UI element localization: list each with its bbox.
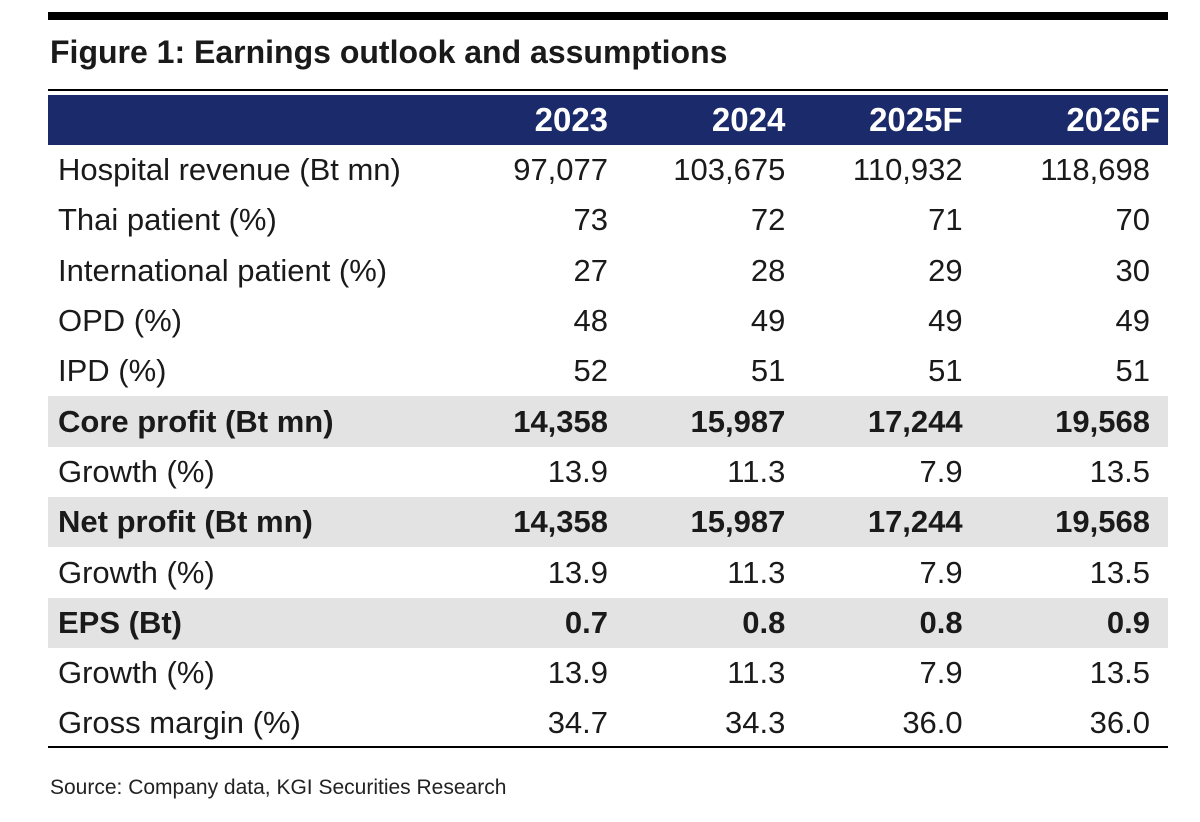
table-row: Net profit (Bt mn) 14,358 15,987 17,244 19,5… (48, 497, 1168, 548)
table-row: Hospital revenue (Bt mn) 97,077 103,675 110… (48, 145, 1168, 195)
table-header-row: 2023 2024 2025F 2026F (48, 95, 1168, 145)
row-label: Thai patient (%) (58, 202, 277, 238)
row-value-2023: 97,077 (513, 152, 609, 188)
source-note: Source: Company data, KGI Securities Res… (50, 776, 507, 799)
table-row: International patient (%) 27 28 29 30 (48, 246, 1168, 296)
row-value-2024: 11.3 (727, 554, 786, 590)
row-label: IPD (%) (58, 353, 167, 389)
row-value-2025f: 17,244 (813, 396, 991, 447)
row-value-2024: 103,675 (673, 152, 786, 188)
row-value-2024: 34.3 (725, 705, 786, 741)
row-value-2025f: 17,244 (813, 497, 991, 548)
row-value-2023: 27 (573, 252, 609, 288)
row-value-2026f: 19,568 (990, 396, 1168, 447)
bottom-rule (48, 746, 1168, 748)
row-value-2024: 11.3 (727, 453, 786, 489)
row-value-2024: 49 (750, 303, 786, 339)
row-value-2023: 0.7 (458, 597, 637, 648)
top-rule (48, 12, 1168, 20)
row-value-2024: 15,987 (636, 497, 814, 548)
header-year-2024: 2024 (636, 95, 814, 145)
table-body: Hospital revenue (Bt mn) 97,077 103,675 110… (48, 145, 1168, 749)
row-value-2025f: 29 (928, 252, 963, 288)
earnings-table: 2023 2024 2025F 2026F Hospital revenue (… (48, 95, 1168, 749)
row-value-2025f: 0.8 (813, 597, 991, 648)
table-row: Growth (%) 13.9 11.3 7.9 13.5 (48, 648, 1168, 698)
row-value-2026f: 13.5 (1089, 554, 1150, 590)
header-year-2026f: 2026F (990, 95, 1168, 145)
row-label: Hospital revenue (Bt mn) (58, 152, 401, 188)
row-value-2026f: 13.5 (1089, 453, 1150, 489)
row-label: Net profit (Bt mn) (48, 497, 459, 548)
row-label: Growth (%) (58, 554, 215, 590)
row-label: EPS (Bt) (48, 597, 459, 648)
row-value-2023: 14,358 (458, 396, 637, 447)
row-value-2026f: 13.5 (1089, 655, 1150, 691)
row-value-2024: 15,987 (636, 396, 814, 447)
row-value-2023: 34.7 (547, 705, 609, 741)
row-label: Core profit (Bt mn) (48, 396, 459, 447)
row-value-2024: 51 (750, 353, 786, 389)
header-year-2023: 2023 (458, 95, 637, 145)
row-value-2023: 48 (573, 303, 609, 339)
table-row: EPS (Bt) 0.7 0.8 0.8 0.9 (48, 597, 1168, 648)
row-value-2023: 73 (573, 202, 609, 238)
row-value-2026f: 36.0 (1089, 705, 1150, 741)
row-value-2026f: 70 (1115, 202, 1150, 238)
table-row: Core profit (Bt mn) 14,358 15,987 17,244 19,… (48, 396, 1168, 447)
row-value-2023: 13.9 (547, 655, 609, 691)
row-value-2025f: 49 (928, 303, 963, 339)
row-value-2023: 13.9 (547, 453, 609, 489)
table-row: Growth (%) 13.9 11.3 7.9 13.5 (48, 447, 1168, 497)
figure-title: Figure 1: Earnings outlook and assumptio… (50, 34, 728, 70)
row-value-2025f: 71 (928, 202, 963, 238)
table-row: IPD (%) 52 51 51 51 (48, 346, 1168, 396)
row-label: Growth (%) (58, 655, 215, 691)
row-value-2023: 14,358 (458, 497, 637, 548)
row-value-2026f: 51 (1115, 353, 1150, 389)
row-value-2026f: 0.9 (990, 597, 1168, 648)
row-value-2025f: 51 (928, 353, 963, 389)
row-value-2024: 28 (750, 252, 786, 288)
row-value-2025f: 7.9 (919, 453, 963, 489)
row-value-2023: 13.9 (547, 554, 609, 590)
row-label: Growth (%) (58, 453, 215, 489)
header-label-cell (48, 95, 459, 145)
table-row: Thai patient (%) 73 72 71 70 (48, 195, 1168, 245)
row-label: Gross margin (%) (58, 705, 301, 741)
row-value-2025f: 7.9 (919, 554, 963, 590)
row-value-2025f: 110,932 (852, 152, 963, 188)
row-value-2024: 11.3 (727, 655, 786, 691)
row-value-2025f: 36.0 (902, 705, 963, 741)
row-value-2026f: 118,698 (1040, 152, 1150, 188)
table-row: OPD (%) 48 49 49 49 (48, 296, 1168, 346)
row-label: OPD (%) (58, 303, 182, 339)
row-value-2024: 0.8 (636, 597, 814, 648)
row-value-2025f: 7.9 (919, 655, 963, 691)
header-year-2025f: 2025F (813, 95, 991, 145)
row-value-2026f: 19,568 (990, 497, 1168, 548)
row-value-2026f: 30 (1115, 252, 1150, 288)
table-row: Gross margin (%) 34.7 34.3 36.0 36.0 (48, 698, 1168, 748)
table-row: Growth (%) 13.9 11.3 7.9 13.5 (48, 547, 1168, 597)
row-value-2024: 72 (750, 202, 786, 238)
row-value-2026f: 49 (1115, 303, 1150, 339)
row-label: International patient (%) (58, 252, 388, 288)
row-value-2023: 52 (573, 353, 609, 389)
title-rule (48, 89, 1168, 91)
